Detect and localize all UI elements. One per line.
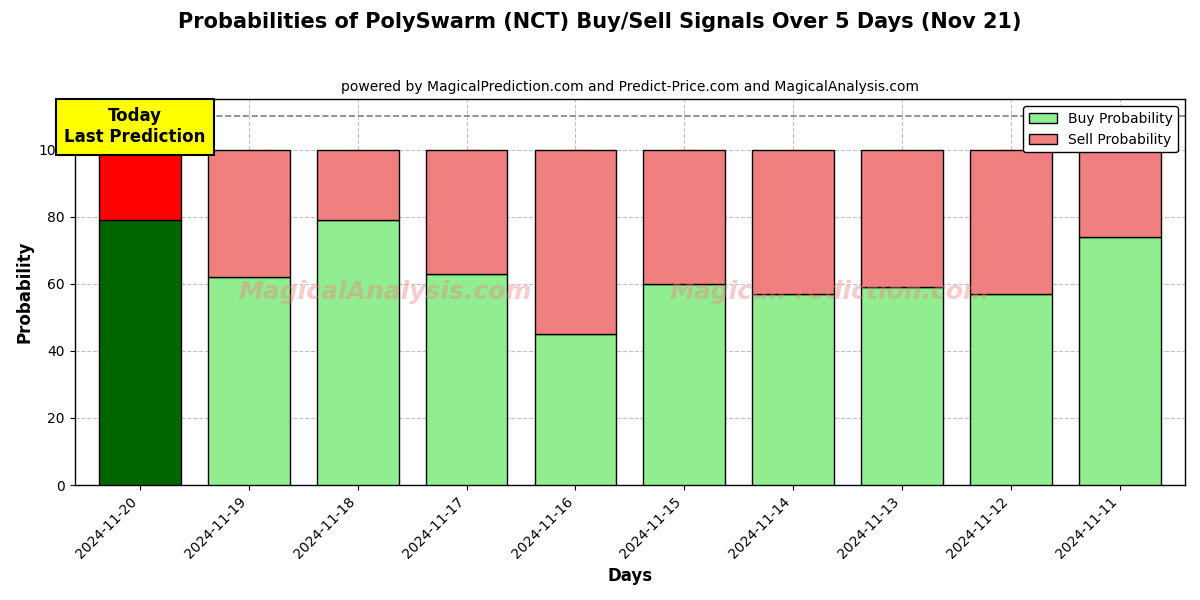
Bar: [862, 149, 943, 287]
Y-axis label: Probability: Probability: [16, 241, 34, 343]
Bar: [752, 294, 834, 485]
Bar: [534, 334, 617, 485]
Text: MagicalPrediction.com: MagicalPrediction.com: [670, 280, 990, 304]
Bar: [317, 220, 398, 485]
Bar: [752, 149, 834, 294]
Bar: [1079, 237, 1160, 485]
Bar: [1079, 149, 1160, 237]
Bar: [208, 277, 289, 485]
Bar: [100, 220, 181, 485]
Text: MagicalAnalysis.com: MagicalAnalysis.com: [239, 280, 533, 304]
Bar: [208, 149, 289, 277]
Title: powered by MagicalPrediction.com and Predict-Price.com and MagicalAnalysis.com: powered by MagicalPrediction.com and Pre…: [341, 80, 919, 94]
Bar: [643, 149, 725, 284]
Bar: [426, 149, 508, 274]
Legend: Buy Probability, Sell Probability: Buy Probability, Sell Probability: [1024, 106, 1178, 152]
Text: Probabilities of PolySwarm (NCT) Buy/Sell Signals Over 5 Days (Nov 21): Probabilities of PolySwarm (NCT) Buy/Sel…: [179, 12, 1021, 32]
Bar: [100, 149, 181, 220]
Bar: [534, 149, 617, 334]
Bar: [862, 287, 943, 485]
Text: Today
Last Prediction: Today Last Prediction: [64, 107, 205, 146]
X-axis label: Days: Days: [607, 567, 653, 585]
Bar: [426, 274, 508, 485]
Bar: [970, 149, 1051, 294]
Bar: [317, 149, 398, 220]
Bar: [643, 284, 725, 485]
Bar: [970, 294, 1051, 485]
